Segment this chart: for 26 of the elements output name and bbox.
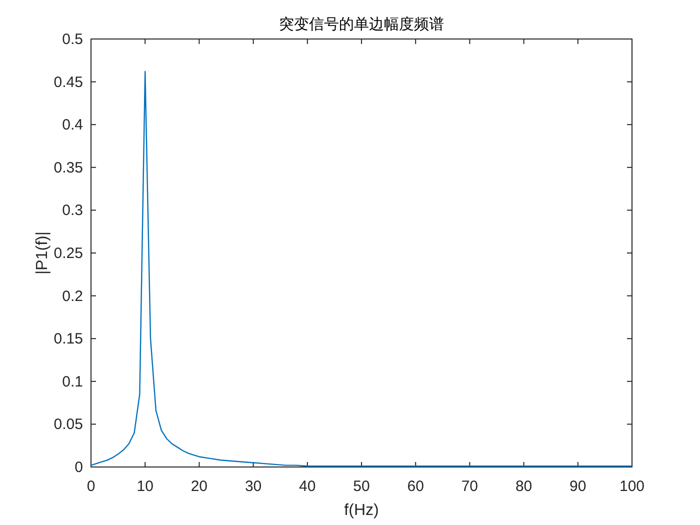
x-axis-title: f(Hz)	[344, 502, 379, 519]
y-tick-label: 0	[74, 459, 83, 476]
y-tick-label: 0.25	[54, 245, 83, 262]
x-tick-label: 60	[407, 478, 424, 495]
y-axis-title: |P1(f)|	[34, 232, 51, 274]
y-tick-label: 0.2	[62, 288, 83, 305]
chart-title: 突变信号的单边幅度频谱	[279, 16, 444, 33]
y-tick-label: 0.5	[62, 31, 83, 48]
x-tick-label: 90	[570, 478, 586, 495]
x-tick-label: 70	[461, 478, 478, 495]
x-tick-label: 10	[136, 478, 154, 495]
x-tick-label: 40	[299, 478, 316, 495]
y-tick-label: 0.1	[62, 373, 83, 390]
y-tick-label: 0.35	[54, 159, 83, 176]
x-tick-label: 100	[619, 478, 645, 495]
y-tick-label: 0.05	[54, 416, 83, 434]
y-tick-label: 0.15	[54, 330, 83, 348]
y-tick-label: 0.3	[62, 202, 83, 220]
y-tick-label: 0.45	[54, 74, 83, 91]
x-tick-label: 30	[244, 478, 262, 495]
x-tick-label: 50	[353, 478, 370, 495]
line-series	[90, 70, 633, 467]
x-tick-label: 0	[86, 478, 96, 495]
y-tick-label: 0.4	[62, 116, 83, 134]
x-tick-label: 80	[515, 478, 532, 495]
x-tick-label: 20	[190, 478, 208, 495]
